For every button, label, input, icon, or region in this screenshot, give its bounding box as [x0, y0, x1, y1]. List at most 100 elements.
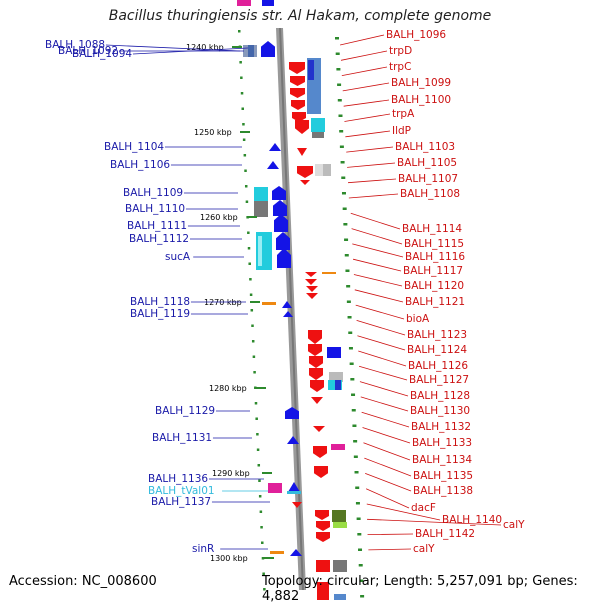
leader-line [366, 503, 441, 521]
gene-label-balh_1133: BALH_1133 [412, 437, 472, 449]
reverse-gene-arrow [305, 272, 317, 277]
forward-gene-arrow [269, 143, 281, 151]
leader-line [363, 442, 411, 461]
gene-label-balh_1140: BALH_1140 [442, 514, 502, 526]
leader-line [358, 365, 408, 381]
strand-dot [348, 331, 353, 334]
gene-label-balh_1123: BALH_1123 [407, 329, 467, 341]
gene-label-balh_1105: BALH_1105 [397, 157, 457, 169]
leader-line [105, 44, 241, 52]
leader-line [340, 34, 385, 46]
strand-dot [358, 548, 363, 551]
forward-gene-arrow [267, 161, 279, 169]
strand-dot [350, 378, 355, 381]
gene-block [334, 594, 346, 600]
reverse-gene-arrow [308, 344, 322, 356]
leader-line [362, 427, 411, 444]
leader-line [367, 533, 414, 535]
gene-label-balh_1120: BALH_1120 [404, 280, 464, 292]
reverse-gene-arrow [315, 510, 329, 520]
leader-line [352, 258, 402, 272]
gene-label-balh_1118: BALH_1118 [130, 296, 190, 308]
gene-label-balh_1142: BALH_1142 [415, 528, 475, 540]
reverse-gene-arrow [300, 180, 310, 185]
gene-label-balh_1132: BALH_1132 [411, 421, 471, 433]
leader-line [359, 381, 409, 397]
strand-dot [339, 130, 344, 133]
gene-features [237, 0, 347, 600]
gene-label-balh_1138: BALH_1138 [413, 485, 473, 497]
strand-dot [242, 123, 245, 126]
rna-feature [270, 551, 284, 554]
gene-label-balh_1128: BALH_1128 [410, 390, 470, 402]
strand-dot [336, 68, 341, 71]
strand-dot [341, 176, 346, 179]
gene-block [254, 201, 268, 217]
scale-tick-label: 1260 kbp [200, 213, 238, 222]
gene-label-balh_1106: BALH_1106 [110, 159, 170, 171]
strand-dot [335, 52, 340, 55]
strand-dot [351, 393, 356, 396]
gene-label-balh_1124: BALH_1124 [407, 344, 467, 356]
gene-label-balh_1136: BALH_1136 [148, 473, 208, 485]
gene-block [312, 132, 324, 138]
gene-label-balh_1112: BALH_1112 [129, 233, 189, 245]
rna-feature [268, 483, 282, 493]
rna-feature [262, 302, 276, 305]
gene-label-caly: calY [413, 543, 435, 555]
reverse-gene-arrow [309, 368, 323, 380]
gene-block [311, 118, 325, 132]
gene-block [335, 380, 341, 390]
gene-label-dacf: dacF [411, 502, 436, 514]
strand-dot [351, 409, 356, 412]
strand-dots [238, 30, 365, 598]
gene-label-balh_1131: BALH_1131 [152, 432, 212, 444]
gene-label-balh_1121: BALH_1121 [405, 296, 465, 308]
strand-dot [348, 347, 353, 350]
strand-dot [358, 564, 363, 567]
strand-dot [244, 185, 248, 188]
strand-dot [240, 76, 243, 79]
reverse-gene-arrow [313, 446, 327, 458]
strand-dot [347, 316, 352, 319]
strand-dot [240, 92, 244, 95]
strand-dot [254, 402, 258, 405]
forward-gene-arrow [272, 186, 286, 200]
trna-feature [287, 491, 301, 494]
leader-line [355, 304, 405, 320]
strand-dot [243, 154, 247, 157]
leader-line [351, 228, 403, 245]
reverse-gene-arrow [297, 148, 307, 156]
forward-gene-arrow [277, 248, 291, 268]
leader-line [354, 289, 404, 303]
strand-dot [352, 424, 357, 427]
gene-label-balh_1099: BALH_1099 [391, 77, 451, 89]
gene-label-balh_1108: BALH_1108 [400, 188, 460, 200]
strand-dot [255, 417, 258, 420]
scale-tick-label: 1250 kbp [194, 128, 232, 137]
strand-dot [256, 448, 260, 451]
genome-title: Bacillus thuringiensis str. Al Hakam, co… [108, 8, 492, 24]
strand-dot [259, 510, 263, 513]
strand-dot [359, 579, 364, 582]
leader-line [343, 99, 390, 107]
strand-dot [355, 486, 360, 489]
forward-gene-arrow [283, 311, 293, 317]
leader-line [348, 193, 399, 199]
strand-dot [356, 517, 361, 520]
leader-line [352, 243, 404, 258]
strand-dot [342, 207, 347, 210]
reverse-gene-arrow [290, 88, 305, 98]
strand-dot [256, 433, 259, 436]
gene-label-balh_1119: BALH_1119 [130, 308, 190, 320]
strand-dot [346, 285, 351, 288]
strand-dot [344, 254, 349, 257]
gene-block [329, 372, 343, 382]
gene-label-trpa: trpA [392, 108, 415, 120]
strand-dot [340, 161, 345, 164]
right-leader-lines [340, 34, 502, 551]
reverse-gene-arrow [297, 166, 313, 178]
leader-line [344, 113, 391, 122]
strand-dot [245, 200, 249, 203]
